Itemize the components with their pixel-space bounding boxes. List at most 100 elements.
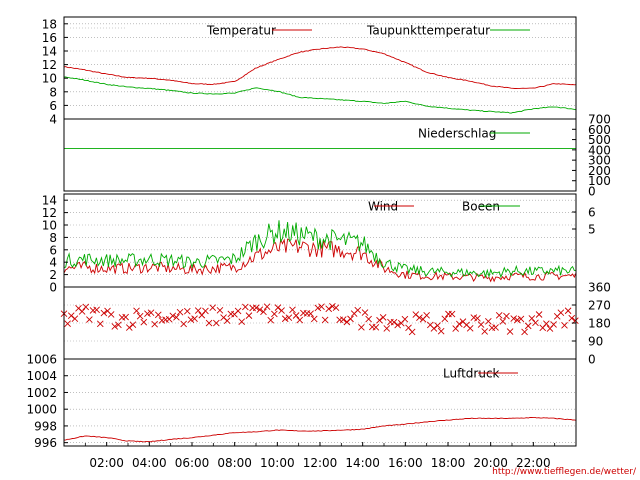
point-wind-direction-138 xyxy=(354,306,362,314)
point-wind-direction-5 xyxy=(71,315,79,322)
point-wind-direction-219 xyxy=(528,315,536,322)
point-wind-direction-163 xyxy=(408,328,416,336)
point-wind-direction-54 xyxy=(176,308,184,316)
point-wind-direction-134 xyxy=(347,315,354,323)
x-tick-label-2: 06:00 xyxy=(175,456,210,470)
point-wind-direction-100 xyxy=(274,304,282,311)
point-wind-direction-179 xyxy=(441,315,449,323)
tick-label-left-temperature-2: 8 xyxy=(49,85,57,99)
point-wind-direction-214 xyxy=(517,315,525,323)
point-wind-direction-105 xyxy=(285,314,293,322)
point-wind-direction-19 xyxy=(100,309,108,317)
point-wind-direction-3 xyxy=(67,312,75,320)
point-wind-direction-121 xyxy=(318,303,325,310)
tick-label-right-wind-direction-3: 270 xyxy=(588,299,611,313)
x-tick-label-0: 02:00 xyxy=(89,456,124,470)
tick-label-right-wind-direction-2: 180 xyxy=(588,317,611,331)
point-wind-direction-238 xyxy=(568,314,576,322)
x-tick-label-10: 22:00 xyxy=(516,456,551,470)
point-wind-direction-102 xyxy=(278,307,285,314)
point-wind-direction-71 xyxy=(213,319,220,327)
point-wind-direction-42 xyxy=(151,320,158,328)
point-wind-direction-182 xyxy=(448,310,456,318)
point-wind-direction-99 xyxy=(271,310,278,318)
tick-label-right-precipitation-0: 100 xyxy=(588,174,611,188)
point-wind-direction-126 xyxy=(329,302,336,310)
point-wind-direction-24 xyxy=(111,323,119,330)
point-wind-direction-194 xyxy=(474,314,481,322)
point-wind-direction-95 xyxy=(263,303,271,311)
tick-label-left-temperature-6: 16 xyxy=(42,31,57,45)
point-wind-direction-56 xyxy=(180,320,187,328)
point-wind-direction-196 xyxy=(477,321,485,328)
point-wind-direction-209 xyxy=(506,328,514,335)
point-wind-direction-230 xyxy=(550,321,557,328)
point-wind-direction-185 xyxy=(455,320,463,328)
tick-label-left-temperature-5: 14 xyxy=(42,45,57,59)
tick-label-right-precipitation-3: 400 xyxy=(588,143,611,157)
point-wind-direction-122 xyxy=(321,316,329,324)
point-wind-direction-61 xyxy=(191,315,198,323)
tick-label-left-wind-6: 12 xyxy=(42,206,57,220)
point-wind-direction-119 xyxy=(314,304,322,312)
point-wind-direction-44 xyxy=(154,311,162,319)
x-tick-label-7: 16:00 xyxy=(388,456,423,470)
point-wind-direction-53 xyxy=(173,314,180,321)
tick-label-right-wind-direction-4: 360 xyxy=(588,281,611,295)
point-wind-direction-143 xyxy=(365,315,372,323)
point-wind-direction-93 xyxy=(260,308,267,316)
tick-label-left-wind-3: 6 xyxy=(49,243,57,257)
point-wind-direction-236 xyxy=(564,307,572,315)
point-wind-direction-83 xyxy=(238,318,246,325)
x-tick-label-6: 14:00 xyxy=(345,456,380,470)
tick-label-left-temperature-1: 6 xyxy=(49,99,57,113)
point-wind-direction-25 xyxy=(115,321,122,329)
point-wind-direction-141 xyxy=(361,309,369,316)
point-wind-direction-76 xyxy=(223,317,231,324)
tick-label-left-pressure-0: 996 xyxy=(34,436,57,450)
tick-label-left-pressure-1: 998 xyxy=(34,419,57,433)
point-wind-direction-37 xyxy=(140,318,148,326)
tick-label-right-precipitation-6: 700 xyxy=(588,113,611,127)
tick-label-left-temperature-0: 4 xyxy=(49,113,57,127)
series-line-temperature-0 xyxy=(63,46,577,89)
point-wind-direction-110 xyxy=(296,316,304,324)
point-wind-direction-82 xyxy=(234,307,242,315)
tick-label-right-precipitation-1: 200 xyxy=(588,164,611,178)
point-wind-direction-151 xyxy=(383,325,391,332)
tick-labels: 4681012141618100200300400500600700024681… xyxy=(26,17,610,470)
footer-credit: http://www.tiefflegen.de/wetter/ xyxy=(492,467,637,477)
point-wind-direction-213 xyxy=(514,316,521,324)
legend-label-precipitation-0: Niederschlag xyxy=(418,127,496,141)
legend-label-temperature-0: Temperatur xyxy=(206,24,276,38)
point-wind-direction-221 xyxy=(532,319,539,327)
tick-label-right-precipitation-2: 300 xyxy=(588,154,611,168)
point-wind-direction-146 xyxy=(372,323,380,331)
point-wind-direction-104 xyxy=(281,315,289,323)
tick-label-left-wind-1: 2 xyxy=(49,268,57,282)
point-wind-direction-68 xyxy=(205,319,213,327)
tick-label-left-wind-4: 8 xyxy=(49,231,57,245)
point-wind-direction-109 xyxy=(292,312,300,319)
point-wind-direction-139 xyxy=(358,323,365,331)
point-wind-direction-155 xyxy=(390,318,398,326)
point-wind-direction-58 xyxy=(183,307,191,315)
point-wind-direction-202 xyxy=(492,324,499,331)
point-wind-direction-199 xyxy=(485,317,492,325)
tick-label-left-temperature-3: 10 xyxy=(42,72,57,86)
x-tick-label-8: 18:00 xyxy=(431,456,466,470)
point-wind-direction-51 xyxy=(169,312,177,320)
point-wind-direction-41 xyxy=(147,309,155,317)
point-wind-direction-211 xyxy=(510,315,518,322)
point-wind-direction-167 xyxy=(416,314,423,322)
x-tick-label-5: 12:00 xyxy=(303,456,338,470)
tick-label-right-wind-0: 0 xyxy=(588,185,596,199)
point-wind-direction-97 xyxy=(267,316,275,324)
point-wind-direction-207 xyxy=(503,312,510,320)
point-wind-direction-87 xyxy=(245,312,253,319)
x-tick-label-9: 20:00 xyxy=(473,456,508,470)
point-wind-direction-235 xyxy=(561,322,568,329)
tick-label-left-temperature-7: 18 xyxy=(42,17,57,31)
point-wind-direction-117 xyxy=(310,315,318,323)
